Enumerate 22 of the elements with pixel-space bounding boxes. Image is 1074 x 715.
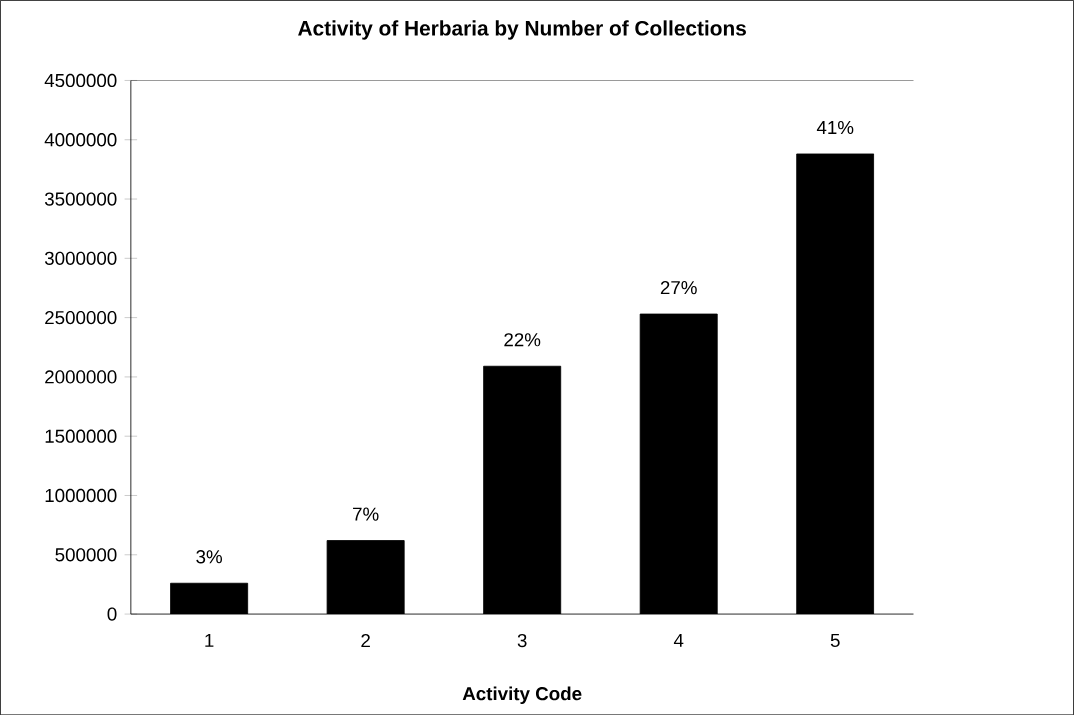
annotation: 3% xyxy=(196,549,223,564)
annotation: 7% xyxy=(353,507,379,521)
x-axis-title: Activity Code xyxy=(462,686,582,704)
annotation: 22% xyxy=(504,333,541,347)
y-tick-label: 2500000 xyxy=(45,310,117,325)
chart-title: Activity of Herbaria by Number of Collections xyxy=(298,20,746,40)
x-tick-label: 4 xyxy=(673,633,684,647)
y-tick-label: 4000000 xyxy=(44,132,117,147)
x-tick-label: 2 xyxy=(361,633,370,647)
x-tick-label: 5 xyxy=(830,633,840,647)
y-tick-label: 3000000 xyxy=(44,251,117,265)
annotation: 41% xyxy=(816,120,854,134)
x-tick-label: 3 xyxy=(517,633,527,648)
x-tick-label: 1 xyxy=(205,633,214,647)
y-tick-label: 0 xyxy=(107,607,117,621)
y-tick-label: 4500000 xyxy=(44,73,117,87)
y-tick-label: 2000000 xyxy=(45,370,117,384)
annotation: 27% xyxy=(660,280,697,295)
y-tick-label: 1000000 xyxy=(45,488,117,502)
y-tick-label: 3500000 xyxy=(44,192,117,206)
y-tick-label: 1500000 xyxy=(45,429,117,443)
y-tick-label: 500000 xyxy=(55,547,117,562)
